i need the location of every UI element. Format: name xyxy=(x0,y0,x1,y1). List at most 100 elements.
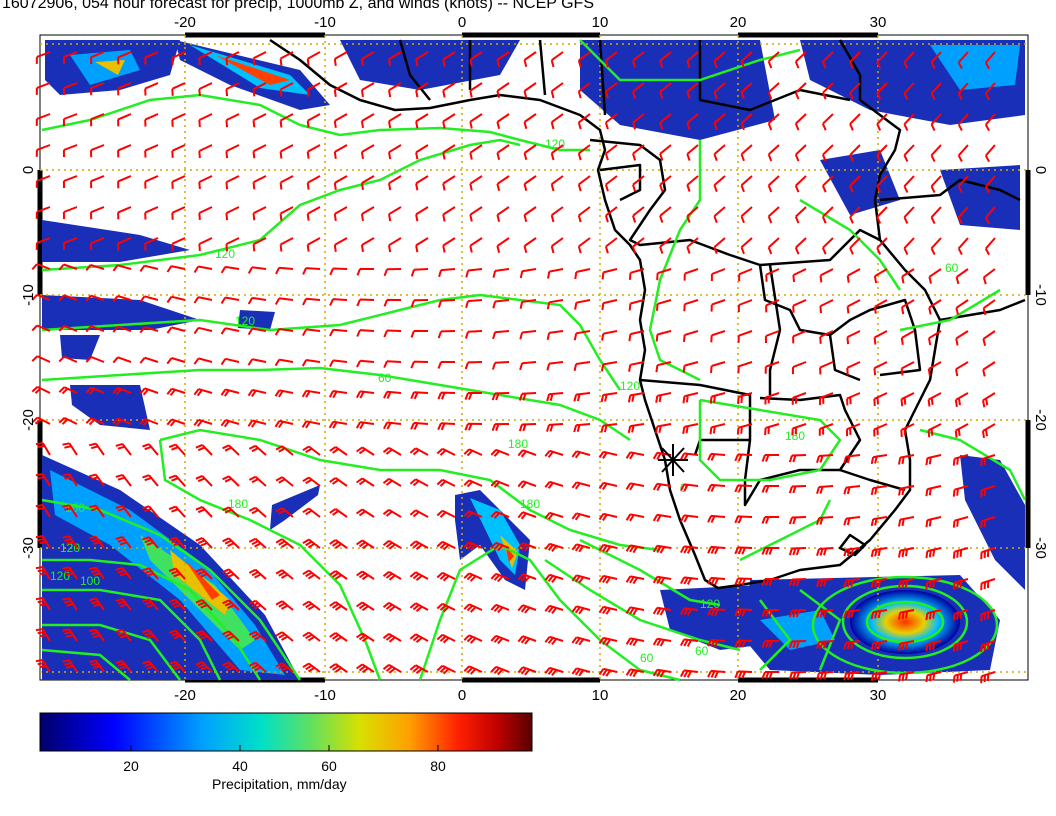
wind-barb-icon xyxy=(930,144,942,163)
wind-barb-icon xyxy=(410,421,429,430)
wind-barb-icon xyxy=(35,442,51,456)
wind-barb-icon xyxy=(436,509,456,518)
wind-barb-icon xyxy=(957,51,969,70)
wind-barb-icon xyxy=(409,447,429,456)
wind-barb-icon xyxy=(519,361,537,371)
wind-barb-icon xyxy=(632,237,645,254)
wind-barb-icon xyxy=(248,568,267,580)
wind-barb-icon xyxy=(117,51,132,65)
wind-barb-icon xyxy=(761,485,779,493)
wind-barb-icon xyxy=(577,113,591,130)
wind-barb-icon xyxy=(628,361,645,372)
wind-barb-icon xyxy=(930,237,942,256)
wind-barb-icon xyxy=(713,237,726,255)
wind-barb-icon xyxy=(329,632,348,642)
wind-barb-icon xyxy=(903,82,915,100)
wind-barb-icon xyxy=(247,296,267,305)
wind-barb-icon xyxy=(550,51,564,68)
wind-barb-icon xyxy=(279,175,294,190)
wind-barb-icon xyxy=(980,485,996,498)
wind-barb-icon xyxy=(492,268,510,278)
wind-barb-icon xyxy=(139,295,159,303)
wind-barb-icon xyxy=(35,566,51,580)
wind-barb-icon xyxy=(652,637,672,647)
wind-barb-icon xyxy=(491,392,510,401)
wind-barb-icon xyxy=(903,237,915,255)
wind-barb-icon xyxy=(523,144,537,161)
wind-barb-icon xyxy=(35,237,51,250)
wind-barb-icon xyxy=(982,299,996,316)
wind-barb-icon xyxy=(139,264,159,272)
wind-barb-icon xyxy=(356,390,375,399)
wind-barb-icon xyxy=(573,392,591,402)
wind-barb-icon xyxy=(680,669,699,678)
wind-barb-icon xyxy=(632,144,645,161)
wind-barb-icon xyxy=(903,175,915,193)
wind-barb-icon xyxy=(659,175,672,192)
wind-barb-icon xyxy=(115,597,132,611)
wind-barb-icon xyxy=(329,477,348,487)
wind-barb-icon xyxy=(415,113,429,129)
wind-barb-icon xyxy=(248,475,267,487)
wind-barb-icon xyxy=(761,671,779,679)
wind-barb-icon xyxy=(35,206,51,219)
wind-barb-icon xyxy=(356,446,375,456)
wind-barb-icon xyxy=(144,51,159,65)
wind-barb-icon xyxy=(984,113,996,132)
wind-barb-icon xyxy=(302,267,321,275)
wind-barb-icon xyxy=(356,570,375,581)
wind-barb-icon xyxy=(903,113,915,131)
wind-barb-icon xyxy=(600,392,618,403)
wind-barb-icon xyxy=(980,609,996,622)
wind-barb-icon xyxy=(788,640,807,649)
wind-barb-icon xyxy=(360,206,375,222)
wind-barb-icon xyxy=(955,299,969,315)
wind-barb-icon xyxy=(819,299,834,314)
wind-barb-icon xyxy=(952,454,969,466)
wind-barb-icon xyxy=(955,361,969,377)
axis-ticks-right: 0 -10 -20 -30 xyxy=(1032,166,1049,559)
wind-barb-icon xyxy=(415,144,429,160)
wind-barb-icon xyxy=(275,538,294,549)
wind-barb-icon xyxy=(35,113,51,126)
wind-barb-icon xyxy=(625,544,645,554)
wind-barb-icon xyxy=(654,423,672,434)
wind-barb-icon xyxy=(821,175,834,193)
wind-barb-icon xyxy=(247,358,267,366)
wind-barb-icon xyxy=(360,51,375,67)
wind-barb-icon xyxy=(62,504,78,518)
wind-barb-icon xyxy=(360,175,375,191)
wind-barb-icon xyxy=(410,268,429,277)
wind-barb-icon xyxy=(683,330,699,342)
wind-barb-icon xyxy=(870,671,888,682)
wind-barb-icon xyxy=(849,144,861,162)
wind-barb-icon xyxy=(517,480,537,489)
wind-barb-icon xyxy=(788,578,807,587)
lat-tick-right: -20 xyxy=(1032,409,1049,431)
wind-barb-icon xyxy=(625,513,645,522)
wind-barb-icon xyxy=(436,478,456,487)
wind-barb-icon xyxy=(356,298,375,307)
wind-barb-icon xyxy=(225,206,240,221)
wind-barb-icon xyxy=(734,484,753,493)
wind-barb-icon xyxy=(734,453,753,462)
wind-barb-icon xyxy=(115,628,132,642)
wind-barb-icon xyxy=(955,330,969,346)
wind-barb-icon xyxy=(903,144,915,162)
lon-tick-top: 10 xyxy=(592,14,609,31)
wind-barb-icon xyxy=(112,417,132,426)
wind-barb-icon xyxy=(463,603,483,613)
wind-barb-icon xyxy=(818,423,834,436)
wind-barb-icon xyxy=(873,330,888,345)
wind-barb-icon xyxy=(571,481,591,490)
wind-barb-icon xyxy=(709,392,726,404)
wind-barb-icon xyxy=(144,144,159,158)
wind-barb-icon xyxy=(222,630,240,642)
wind-barb-icon xyxy=(469,175,483,191)
wind-barb-icon xyxy=(846,299,861,314)
wind-barb-icon xyxy=(62,175,78,189)
wind-barb-icon xyxy=(463,665,483,675)
wind-barb-icon xyxy=(546,361,564,371)
wind-barb-icon xyxy=(85,263,105,272)
wind-barb-icon xyxy=(980,547,996,560)
